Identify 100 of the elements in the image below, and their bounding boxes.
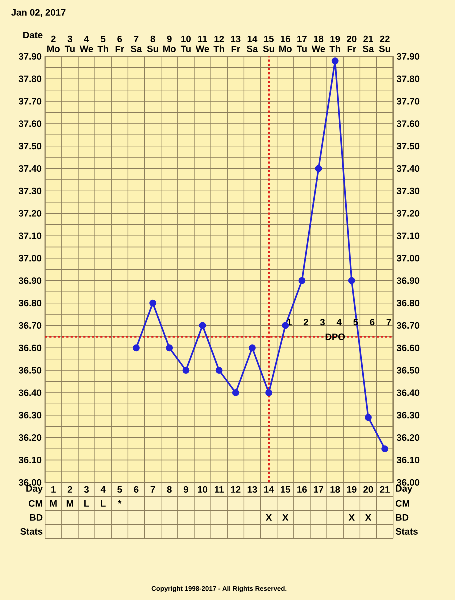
text: BD xyxy=(396,514,409,521)
y2-tick-label: 37.40 xyxy=(396,165,420,172)
text: X xyxy=(348,514,355,521)
y2-tick-label: 36.00 xyxy=(396,479,420,486)
x-tick-label: 15 xyxy=(281,486,291,493)
text: 15 Su xyxy=(263,36,274,52)
y2-tick-label: 37.80 xyxy=(396,76,420,82)
y2-tick-label: 36.90 xyxy=(396,278,420,284)
y-tick-label: 36.50 xyxy=(18,367,42,374)
x-tick-label: 16 xyxy=(298,486,308,493)
text: 7 Sa xyxy=(131,36,142,52)
y-tick-label: 37.00 xyxy=(18,255,42,262)
x-tick-label: 2 xyxy=(68,486,72,493)
y2-tick-label: 36.40 xyxy=(396,390,420,396)
y-tick-label: 37.10 xyxy=(18,232,42,240)
x-tick-label: 17 xyxy=(314,486,324,493)
text: M xyxy=(66,500,74,507)
x-tick-label: 13 xyxy=(248,486,258,493)
y2-tick-label: 37.10 xyxy=(396,232,420,240)
x-tick-label: 20 xyxy=(364,486,374,493)
y2-tick-label: 37.50 xyxy=(396,143,420,150)
y-tick-label: 36.30 xyxy=(18,412,42,419)
annotation: 2 xyxy=(304,319,308,326)
text: Stats xyxy=(20,528,43,535)
y2-tick-label: 37.30 xyxy=(396,188,420,194)
y2-tick-label: 36.20 xyxy=(396,434,420,442)
text: 19 Th xyxy=(330,36,340,52)
x-tick-label: 12 xyxy=(231,486,241,493)
x-tick-label: 14 xyxy=(264,486,274,493)
annotation: 7 xyxy=(386,319,392,326)
text: 8 Su xyxy=(147,36,158,52)
text: 17 Tu xyxy=(296,36,307,52)
y2-tick-label: 37.00 xyxy=(396,255,420,262)
text: X xyxy=(266,514,272,521)
text: Stats xyxy=(396,528,418,535)
text: 9 Mo xyxy=(164,36,176,52)
text: L xyxy=(84,500,90,507)
text: 6 Fr xyxy=(116,36,124,52)
y-tick-label: 37.40 xyxy=(18,165,42,172)
x-tick-label: 8 xyxy=(167,486,172,493)
text: 10 Tu xyxy=(180,36,191,52)
y-tick-label: 36.90 xyxy=(18,278,42,284)
y-tick-label: 37.30 xyxy=(18,188,42,194)
y2-tick-label: 36.60 xyxy=(396,344,420,352)
y-tick-label: 37.70 xyxy=(18,98,42,105)
text: 3 Tu xyxy=(64,36,75,52)
annotation: 6 xyxy=(370,319,375,326)
text: X xyxy=(282,514,289,521)
text: 12 Th xyxy=(214,36,224,52)
text: 22 Su xyxy=(379,36,390,52)
text: M xyxy=(50,500,57,507)
text: * xyxy=(118,500,122,504)
text: 5 Th xyxy=(98,36,108,52)
x-tick-label: 19 xyxy=(347,486,357,493)
y-tick-label: 37.50 xyxy=(18,143,42,150)
annotation: DPO xyxy=(326,334,346,340)
y-tick-label: 36.60 xyxy=(18,344,42,352)
text: 2 Mo xyxy=(48,36,60,52)
y2-tick-label: 37.70 xyxy=(396,98,420,105)
x-tick-label: 21 xyxy=(380,486,390,493)
x-tick-label: 6 xyxy=(134,486,139,493)
y2-tick-label: 37.90 xyxy=(396,53,420,60)
y2-tick-label: 37.20 xyxy=(396,210,420,217)
x-tick-label: 11 xyxy=(215,486,224,493)
text: CM xyxy=(28,500,42,507)
y-tick-label: 37.60 xyxy=(18,120,42,128)
text: BD xyxy=(30,514,43,521)
chart-title: Jan 02, 2017 xyxy=(12,9,66,18)
y2-tick-label: 36.80 xyxy=(396,300,420,307)
y-tick-label: 36.20 xyxy=(18,434,42,442)
x-tick-label: 10 xyxy=(198,486,208,493)
x-tick-label: 9 xyxy=(184,486,188,493)
text: 11 We xyxy=(196,36,210,52)
x-tick-label: 5 xyxy=(118,486,122,493)
text: L xyxy=(101,500,106,507)
text: CM xyxy=(396,500,410,507)
text: Date xyxy=(24,32,43,39)
text: 21 Sa xyxy=(363,36,374,52)
x-tick-label: 3 xyxy=(84,486,90,493)
y2-tick-label: 36.30 xyxy=(396,412,420,419)
annotation: 4 xyxy=(336,319,342,326)
text: Day xyxy=(396,486,413,494)
y-tick-label: 36.80 xyxy=(18,300,42,307)
y-tick-label: 37.90 xyxy=(18,53,42,60)
x-tick-label: 4 xyxy=(100,486,106,493)
text: 4 We xyxy=(80,36,94,52)
y-tick-label: 37.80 xyxy=(18,76,42,82)
y-tick-label: 36.00 xyxy=(18,479,42,486)
y2-tick-label: 36.50 xyxy=(396,367,420,374)
x-tick-label: 7 xyxy=(150,486,156,493)
y2-tick-label: 36.70 xyxy=(396,322,420,330)
y-tick-label: 36.40 xyxy=(18,390,42,396)
text: 16 Mo xyxy=(280,36,292,52)
text: 20 Fr xyxy=(347,36,357,52)
x-tick-label: 1 xyxy=(52,486,56,493)
text: 18 We xyxy=(312,36,326,52)
x-tick-label: 18 xyxy=(330,486,340,493)
y-tick-label: 37.20 xyxy=(18,210,42,217)
text: 14 Sa xyxy=(247,36,258,52)
y-tick-label: 36.10 xyxy=(18,456,42,464)
